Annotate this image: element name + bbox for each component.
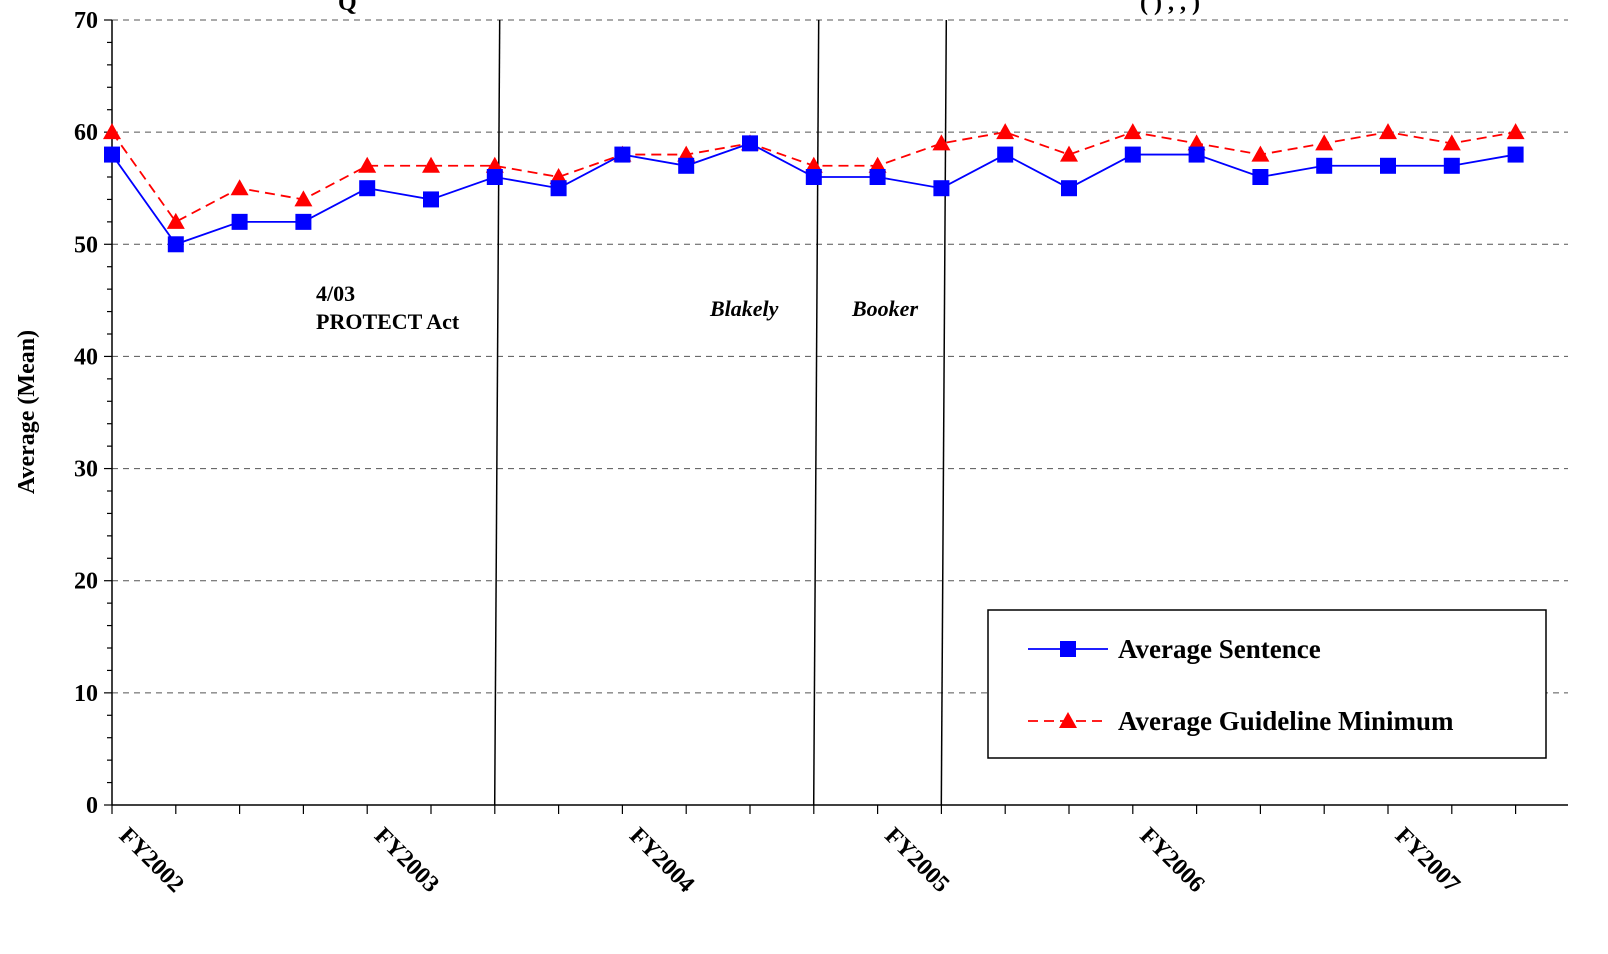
chart-title-tail: ( ) , , ) [1140,0,1200,16]
point-s0-15 [1061,180,1077,197]
point-s0-19 [1316,157,1333,174]
x-tick-label-FY2004: FY2004 [624,823,699,898]
point-s1-14 [996,123,1015,140]
point-s0-1 [167,236,184,253]
point-s0-13 [933,180,950,197]
event-line-1 [812,19,820,806]
x-tick-label-FY2005: FY2005 [879,823,954,898]
point-s1-6 [485,156,504,173]
event-label-1-0: Blakely [709,296,779,321]
point-s0-7 [550,180,567,197]
point-s0-5 [423,191,439,208]
x-tick-label-FY2003: FY2003 [369,823,444,898]
event-label-0-0: 4/03 [316,281,355,306]
point-s0-10 [742,135,758,152]
point-s0-8 [614,146,631,163]
point-s1-15 [1060,145,1078,162]
legend-marker-1 [1059,712,1077,728]
y-axis-label: Average (Mean) [14,330,40,494]
chart-title: Q [338,0,357,16]
y-tick-label-10: 10 [74,681,98,707]
y-tick-label-50: 50 [74,232,98,258]
point-s0-0 [104,146,120,163]
point-s0-2 [231,213,248,230]
y-tick-label-70: 70 [74,8,98,34]
point-s1-19 [1315,134,1334,151]
point-s0-16 [1124,146,1141,163]
point-s0-20 [1380,157,1396,174]
point-s1-11 [804,156,823,173]
point-s0-21 [1443,157,1460,174]
y-tick-label-30: 30 [74,457,98,483]
point-s1-7 [549,168,568,184]
legend-label-1: Average Guideline Minimum [1118,706,1454,736]
x-tick-label-FY2006: FY2006 [1135,823,1210,898]
point-s1-0 [103,123,121,140]
y-tick-label-20: 20 [74,569,98,595]
point-s0-3 [295,213,312,230]
point-s0-9 [678,157,695,174]
legend-label-0: Average Sentence [1118,634,1321,664]
point-s0-11 [805,169,822,185]
point-s0-22 [1507,146,1524,163]
y-tick-label-40: 40 [74,344,98,370]
event-label-2-0: Booker [851,296,918,321]
point-s0-12 [869,169,886,185]
point-s1-4 [358,156,377,173]
point-s0-17 [1188,146,1205,163]
point-s1-16 [1123,123,1142,140]
point-s1-9 [677,145,696,162]
point-s1-22 [1506,123,1525,140]
point-s0-6 [486,169,503,185]
legend-marker-0 [1060,641,1076,657]
point-s1-18 [1251,145,1270,162]
event-label-0-1: PROTECT Act [316,309,460,334]
legend-box [987,609,1547,759]
event-line-0 [493,19,501,806]
point-s0-14 [997,146,1014,163]
point-s1-13 [932,134,951,151]
point-s1-3 [294,190,313,207]
y-tick-label-60: 60 [74,120,98,146]
point-s1-21 [1442,134,1461,151]
point-s1-1 [166,212,185,229]
point-s1-5 [422,156,440,173]
point-s0-18 [1252,169,1269,185]
point-s1-17 [1187,134,1206,151]
point-s1-2 [230,179,249,196]
x-tick-label-FY2002: FY2002 [114,823,189,898]
point-s1-20 [1379,123,1397,140]
point-s0-4 [359,180,376,197]
event-line-2 [940,19,948,806]
x-tick-label-FY2007: FY2007 [1390,823,1465,898]
point-s1-12 [868,156,887,173]
y-tick-label-0: 0 [86,793,98,819]
